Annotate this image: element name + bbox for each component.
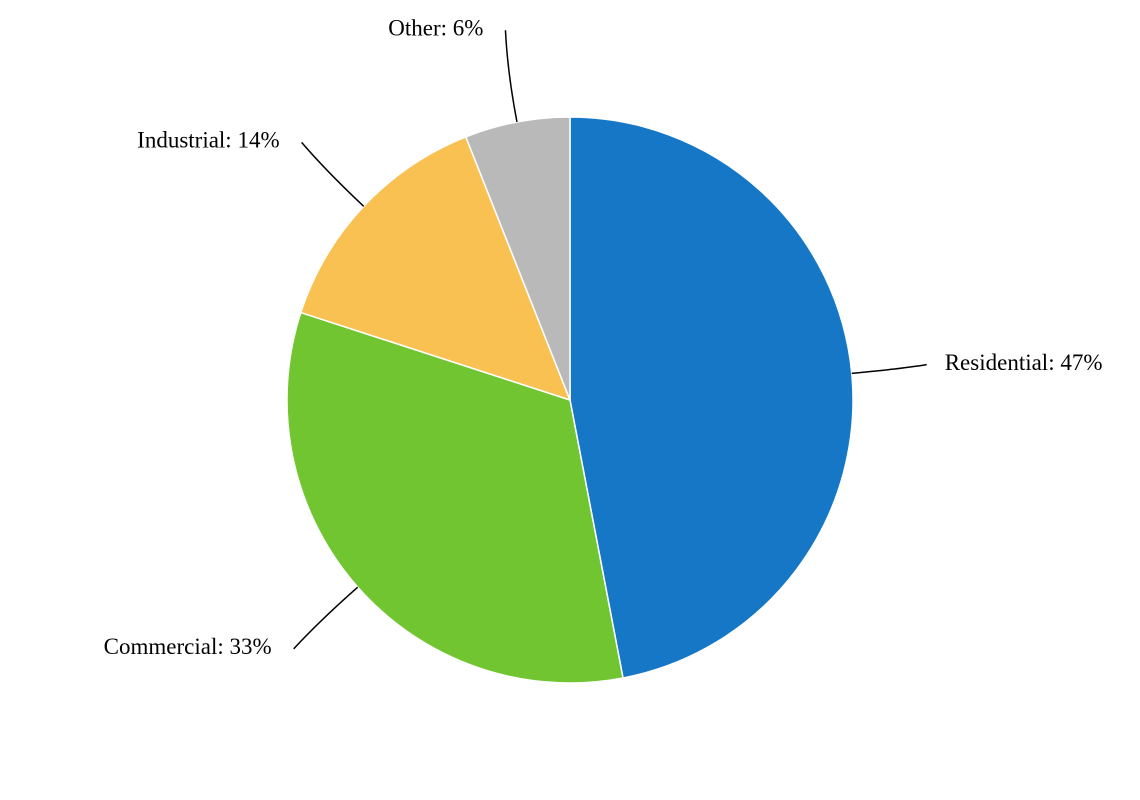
leader-line bbox=[301, 141, 365, 207]
leader-line bbox=[293, 586, 359, 650]
data-label: Residential: 47% bbox=[945, 350, 1103, 375]
data-label: Other: 6% bbox=[388, 16, 483, 41]
leader-line bbox=[851, 363, 927, 375]
leader-line bbox=[504, 30, 518, 123]
pie-slice bbox=[286, 311, 624, 684]
data-label: Commercial: 33% bbox=[104, 634, 272, 659]
data-label: Industrial: 14% bbox=[137, 128, 279, 153]
pie-slice bbox=[569, 116, 854, 679]
